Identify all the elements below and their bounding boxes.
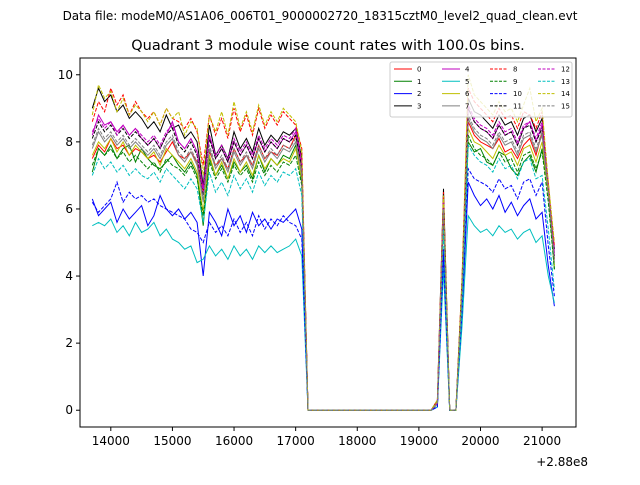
y-tick-label: 0: [65, 403, 73, 417]
series-line-15: [91, 114, 555, 411]
y-tick-label: 10: [58, 68, 73, 82]
x-offset-label: +2.88e8: [536, 455, 588, 469]
axis-ticks: 14000 15000 16000 17000 18000 19000 20000 21000…: [58, 68, 561, 448]
legend-label-8: 8: [513, 66, 517, 74]
x-tick-label: 20000: [461, 434, 499, 448]
x-tick-label: 17000: [277, 434, 315, 448]
legend-label-3: 3: [417, 102, 421, 110]
x-tick-label: 19000: [400, 434, 438, 448]
legend-label-2: 2: [417, 90, 421, 98]
legend-label-11: 11: [513, 102, 522, 110]
x-tick-label: 16000: [215, 434, 253, 448]
y-tick-label: 6: [65, 202, 73, 216]
axes-frame: [79, 57, 577, 428]
chart-title: Quadrant 3 module wise count rates with …: [131, 38, 525, 54]
legend-label-5: 5: [465, 78, 469, 86]
legend-label-13: 13: [561, 78, 570, 86]
x-tick-label: 21000: [523, 434, 561, 448]
y-tick-label: 2: [65, 336, 73, 350]
plot-area: [91, 74, 555, 411]
legend-label-4: 4: [465, 66, 470, 74]
legend-label-12: 12: [561, 66, 570, 74]
legend-label-7: 7: [465, 102, 469, 110]
y-tick-label: 8: [65, 135, 73, 149]
legend-label-6: 6: [465, 90, 470, 98]
legend-box: [389, 61, 573, 118]
x-tick-label: 18000: [338, 434, 376, 448]
y-tick-label: 4: [65, 269, 73, 283]
legend-label-10: 10: [513, 90, 522, 98]
x-tick-label: 14000: [92, 434, 130, 448]
legend-label-9: 9: [513, 78, 517, 86]
series-line-13: [91, 143, 555, 411]
data-file-label: Data file: modeM0/AS1A06_006T01_90000027…: [63, 9, 578, 23]
x-tick-label: 15000: [153, 434, 191, 448]
legend-label-0: 0: [417, 66, 421, 74]
legend-label-15: 15: [561, 102, 570, 110]
legend-label-14: 14: [561, 90, 570, 98]
legend-label-1: 1: [417, 78, 421, 86]
